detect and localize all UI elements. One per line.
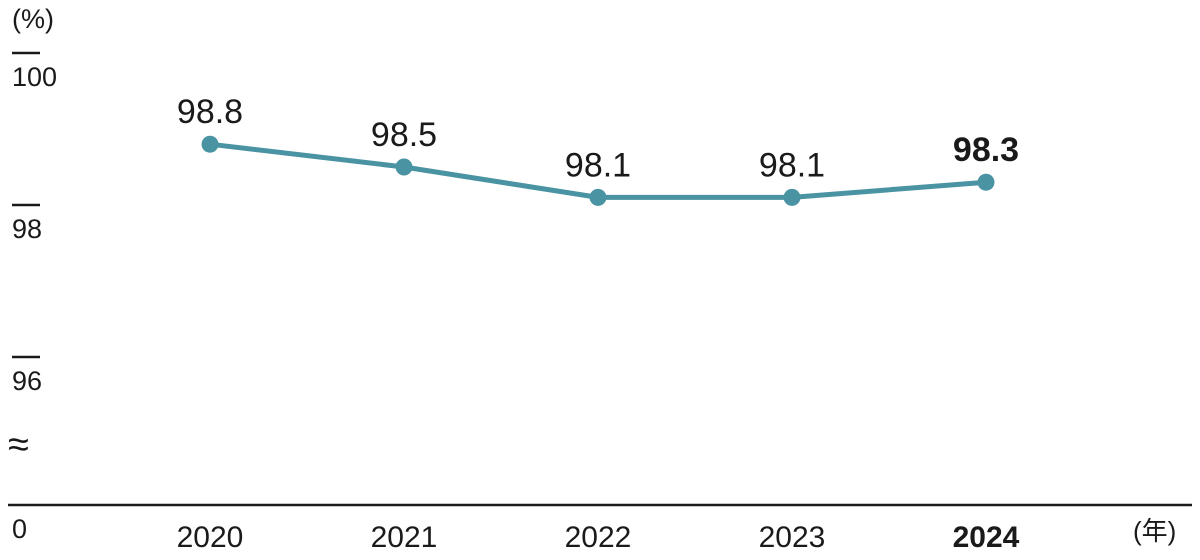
y-axis-unit-label: (%) xyxy=(12,4,54,34)
origin-label: 0 xyxy=(12,514,28,544)
data-point-label: 98.5 xyxy=(371,116,437,154)
y-axis-tick-label: 100 xyxy=(12,62,57,92)
x-axis-label: 2020 xyxy=(177,521,244,554)
data-point xyxy=(201,135,219,153)
data-point xyxy=(783,188,801,206)
data-point-label: 98.3 xyxy=(953,131,1019,169)
y-axis-tick-label: 98 xyxy=(12,214,42,244)
x-axis-label: 2023 xyxy=(759,521,826,554)
x-axis-unit-label: (年) xyxy=(1133,516,1177,546)
data-point xyxy=(395,158,413,176)
y-axis-tick-label: 96 xyxy=(12,366,42,396)
data-point xyxy=(977,173,995,191)
x-axis-label: 2024 xyxy=(953,521,1020,554)
data-point xyxy=(589,188,607,206)
data-point-label: 98.8 xyxy=(177,93,243,131)
x-axis-label: 2021 xyxy=(371,521,438,554)
data-point-label: 98.1 xyxy=(565,146,631,184)
axis-break-symbol: ≈ xyxy=(8,424,29,466)
x-axis-label: 2022 xyxy=(565,521,632,554)
data-point-label: 98.1 xyxy=(759,146,825,184)
